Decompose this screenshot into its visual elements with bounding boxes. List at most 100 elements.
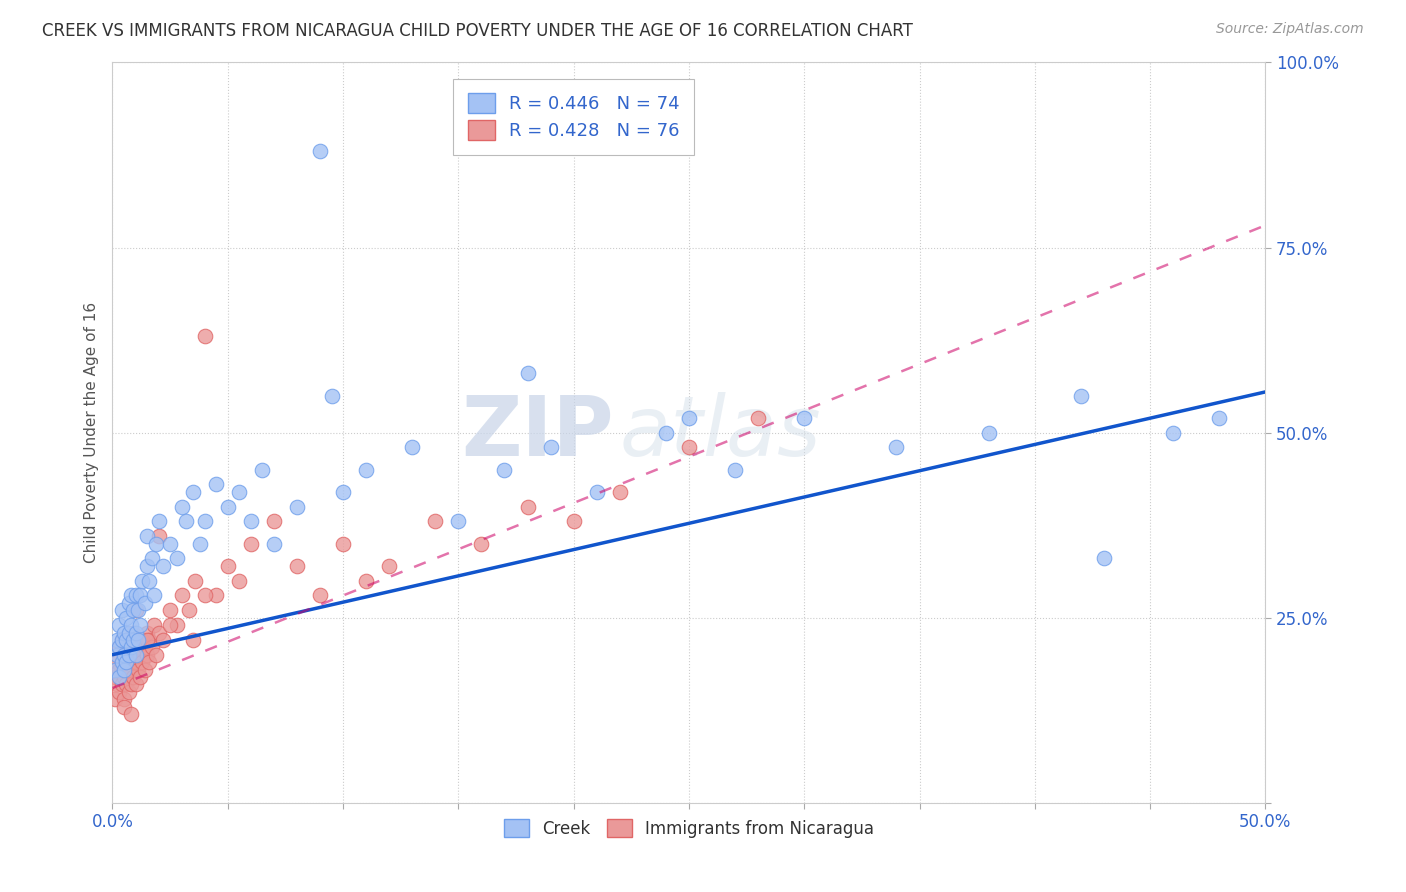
- Point: [332, 484, 354, 499]
- Point: [239, 515, 262, 529]
- Point: [1092, 551, 1115, 566]
- Point: [138, 632, 160, 647]
- Point: [115, 655, 138, 669]
- Point: [184, 574, 207, 588]
- Point: [122, 670, 145, 684]
- Point: [143, 589, 166, 603]
- Point: [447, 515, 470, 529]
- Point: [124, 648, 146, 662]
- Point: [104, 692, 127, 706]
- Point: [127, 663, 149, 677]
- Point: [104, 670, 127, 684]
- Point: [138, 574, 160, 588]
- Point: [117, 640, 139, 655]
- Point: [111, 655, 134, 669]
- Point: [194, 329, 217, 343]
- Point: [120, 632, 142, 647]
- Point: [239, 536, 262, 550]
- Point: [309, 589, 332, 603]
- Point: [585, 484, 607, 499]
- Point: [166, 551, 188, 566]
- Point: [115, 655, 138, 669]
- Point: [309, 145, 332, 159]
- Point: [112, 692, 135, 706]
- Point: [177, 603, 200, 617]
- Point: [354, 574, 377, 588]
- Point: [120, 677, 142, 691]
- Point: [129, 670, 152, 684]
- Point: [263, 536, 285, 550]
- Point: [562, 515, 585, 529]
- Point: [136, 558, 159, 573]
- Point: [678, 441, 700, 455]
- Point: [112, 670, 135, 684]
- Point: [105, 648, 128, 662]
- Point: [108, 640, 131, 655]
- Point: [159, 603, 181, 617]
- Point: [285, 558, 308, 573]
- Point: [977, 425, 1000, 440]
- Point: [159, 618, 181, 632]
- Text: Source: ZipAtlas.com: Source: ZipAtlas.com: [1216, 22, 1364, 37]
- Point: [136, 648, 159, 662]
- Point: [159, 536, 181, 550]
- Point: [108, 670, 131, 684]
- Point: [122, 603, 145, 617]
- Point: [181, 632, 204, 647]
- Point: [108, 663, 131, 677]
- Point: [105, 677, 128, 691]
- Point: [117, 625, 139, 640]
- Point: [105, 655, 128, 669]
- Point: [134, 640, 156, 655]
- Point: [217, 558, 239, 573]
- Point: [747, 410, 769, 425]
- Point: [145, 648, 167, 662]
- Point: [148, 515, 170, 529]
- Point: [609, 484, 631, 499]
- Text: CREEK VS IMMIGRANTS FROM NICARAGUA CHILD POVERTY UNDER THE AGE OF 16 CORRELATION: CREEK VS IMMIGRANTS FROM NICARAGUA CHILD…: [42, 22, 912, 40]
- Point: [117, 648, 139, 662]
- Text: ZIP: ZIP: [461, 392, 614, 473]
- Point: [252, 462, 274, 476]
- Point: [111, 655, 134, 669]
- Point: [886, 441, 908, 455]
- Point: [124, 625, 146, 640]
- Point: [124, 655, 146, 669]
- Point: [117, 596, 139, 610]
- Point: [120, 618, 142, 632]
- Point: [152, 558, 174, 573]
- Point: [516, 367, 538, 381]
- Point: [131, 655, 153, 669]
- Point: [112, 625, 135, 640]
- Point: [1070, 388, 1092, 402]
- Point: [136, 529, 159, 543]
- Point: [205, 589, 228, 603]
- Point: [170, 500, 193, 514]
- Point: [145, 536, 167, 550]
- Point: [228, 484, 250, 499]
- Point: [724, 462, 747, 476]
- Point: [131, 632, 153, 647]
- Point: [540, 441, 562, 455]
- Point: [124, 632, 146, 647]
- Point: [112, 648, 135, 662]
- Point: [108, 640, 131, 655]
- Point: [678, 410, 700, 425]
- Point: [401, 441, 423, 455]
- Point: [321, 388, 343, 402]
- Point: [1208, 410, 1230, 425]
- Point: [285, 500, 308, 514]
- Point: [124, 677, 146, 691]
- Point: [655, 425, 678, 440]
- Point: [332, 536, 354, 550]
- Point: [120, 589, 142, 603]
- Point: [170, 589, 193, 603]
- Point: [205, 477, 228, 491]
- Point: [148, 625, 170, 640]
- Point: [122, 648, 145, 662]
- Point: [793, 410, 815, 425]
- Point: [115, 677, 138, 691]
- Point: [124, 589, 146, 603]
- Point: [122, 625, 145, 640]
- Point: [108, 685, 131, 699]
